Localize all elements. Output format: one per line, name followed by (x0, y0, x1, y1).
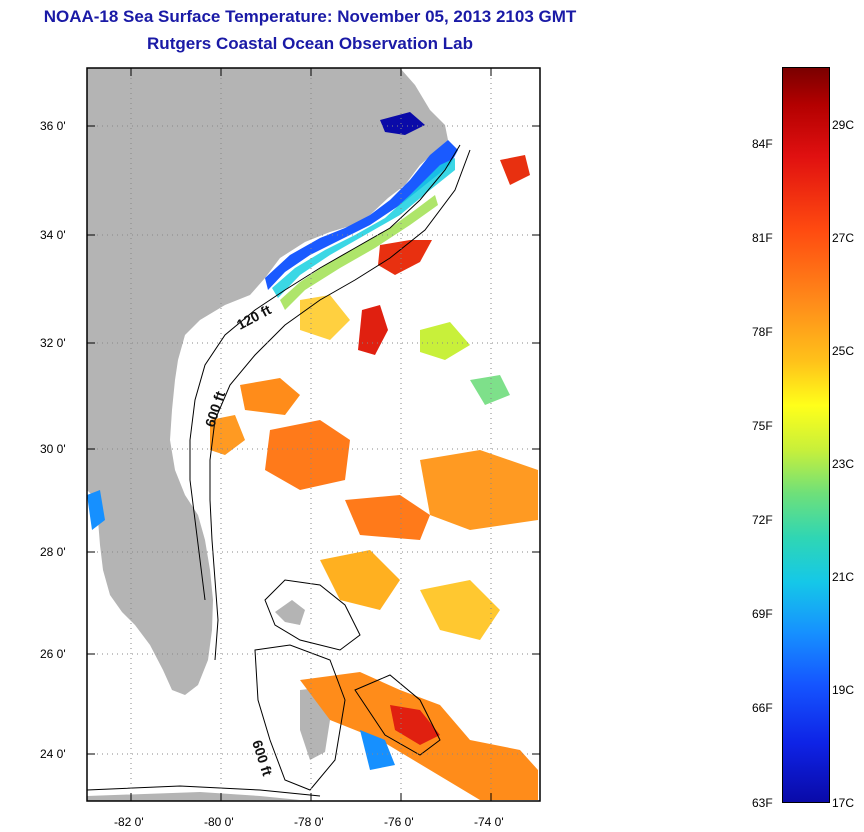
lat-label-30: 30 0' (40, 442, 66, 456)
us-land (87, 68, 448, 695)
lon-label-82: -82 0' (114, 815, 144, 829)
lon-label-80: -80 0' (204, 815, 234, 829)
contour-bahamas (264, 579, 361, 651)
lon-label-74: -74 0' (474, 815, 504, 829)
lat-label-32: 32 0' (40, 336, 66, 350)
green-coastal-band (280, 195, 438, 310)
cold-coastal-band (265, 140, 458, 290)
map-title: NOAA-18 Sea Surface Temperature: Novembe… (43, 7, 577, 26)
lat-label-34: 34 0' (40, 228, 66, 242)
cb-f-78: 78F (752, 325, 773, 339)
bathymetry-contours (86, 144, 471, 797)
contour-bahamas-2 (254, 644, 346, 791)
cb-f-66: 66F (752, 701, 773, 715)
temperature-colorbar (782, 67, 830, 803)
map-subtitle: Rutgers Coastal Ocean Observation Lab (147, 34, 473, 53)
contour-120ft (189, 144, 461, 601)
deep-blue-sound (380, 112, 425, 135)
cb-f-81: 81F (752, 231, 773, 245)
cb-c-29: 29C (832, 118, 855, 132)
cb-f-69: 69F (752, 607, 773, 621)
contour-bahamas-3 (354, 674, 441, 756)
cb-c-27: 27C (832, 231, 855, 245)
warm-sst-patches (87, 155, 538, 800)
cb-c-25: 25C (832, 344, 855, 358)
lat-label-24: 24 0' (40, 747, 66, 761)
cb-c-21: 21C (832, 570, 855, 584)
lat-label-36: 36 0' (40, 119, 66, 133)
cb-c-23: 23C (832, 457, 855, 471)
cb-c-17: 17C (832, 796, 855, 810)
bahamas-land (275, 600, 305, 625)
contour-600ft (209, 149, 471, 661)
map-frame (86, 67, 541, 802)
graticule (87, 68, 540, 801)
lat-label-28: 28 0' (40, 545, 66, 559)
cb-f-63: 63F (752, 796, 773, 810)
cuba-land (87, 792, 300, 801)
contour-cuba (86, 785, 321, 797)
cb-f-75: 75F (752, 419, 773, 433)
axis-ticks (87, 68, 540, 801)
cb-f-72: 72F (752, 513, 773, 527)
cyan-coastal-band (272, 158, 455, 298)
lon-label-76: -76 0' (384, 815, 414, 829)
cb-c-19: 19C (832, 683, 855, 697)
lat-label-26: 26 0' (40, 647, 66, 661)
lon-label-78: -78 0' (294, 815, 324, 829)
cb-f-84: 84F (752, 137, 773, 151)
